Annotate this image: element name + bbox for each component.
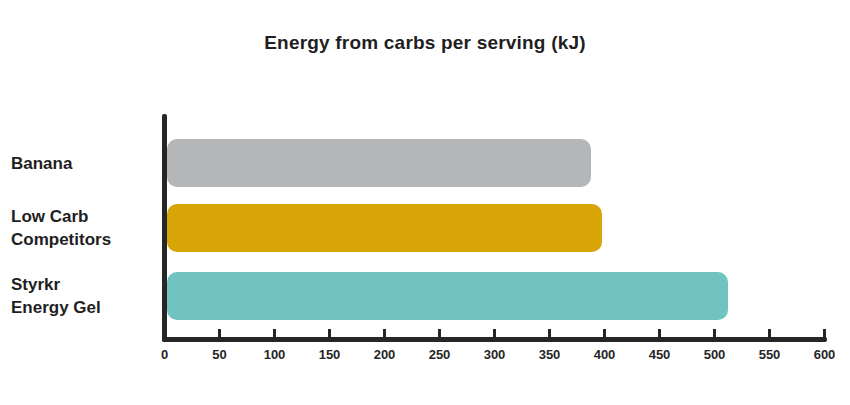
x-tick-label-50: 50 <box>212 347 226 362</box>
x-tick-label-600: 600 <box>814 347 836 362</box>
category-label-line: Low Carb <box>11 205 161 228</box>
x-tick-mark-400 <box>603 329 606 338</box>
x-tick-label-150: 150 <box>319 347 341 362</box>
bar-low-carb-competitors <box>167 204 602 252</box>
category-label-styrkr-energy-gel: StyrkrEnergy Gel <box>11 273 161 319</box>
x-tick-label-200: 200 <box>374 347 396 362</box>
x-tick-label-0: 0 <box>161 347 168 362</box>
x-tick-mark-350 <box>548 329 551 338</box>
x-tick-mark-600 <box>823 329 826 338</box>
x-tick-mark-0 <box>163 329 166 338</box>
category-label-line: Competitors <box>11 228 161 251</box>
x-tick-mark-50 <box>218 329 221 338</box>
x-tick-mark-500 <box>713 329 716 338</box>
category-label-line: Energy Gel <box>11 296 161 319</box>
bar-chart: Energy from carbs per serving (kJ) Banan… <box>0 0 850 405</box>
x-tick-mark-300 <box>493 329 496 338</box>
x-tick-mark-100 <box>273 329 276 338</box>
x-tick-label-100: 100 <box>264 347 286 362</box>
x-tick-mark-250 <box>438 329 441 338</box>
category-label-line: Styrkr <box>11 273 161 296</box>
chart-title: Energy from carbs per serving (kJ) <box>0 32 850 54</box>
x-tick-label-300: 300 <box>484 347 506 362</box>
category-label-banana: Banana <box>11 152 161 175</box>
x-tick-label-400: 400 <box>594 347 616 362</box>
x-tick-label-350: 350 <box>539 347 561 362</box>
x-tick-label-450: 450 <box>649 347 671 362</box>
x-tick-mark-550 <box>768 329 771 338</box>
bar-styrkr-energy-gel <box>167 272 728 320</box>
x-tick-mark-450 <box>658 329 661 338</box>
category-label-line: Banana <box>11 152 161 175</box>
x-tick-mark-200 <box>383 329 386 338</box>
category-label-low-carb-competitors: Low CarbCompetitors <box>11 205 161 251</box>
x-tick-mark-150 <box>328 329 331 338</box>
x-tick-label-500: 500 <box>704 347 726 362</box>
bar-banana <box>167 139 591 187</box>
x-tick-label-250: 250 <box>429 347 451 362</box>
x-tick-label-550: 550 <box>759 347 781 362</box>
